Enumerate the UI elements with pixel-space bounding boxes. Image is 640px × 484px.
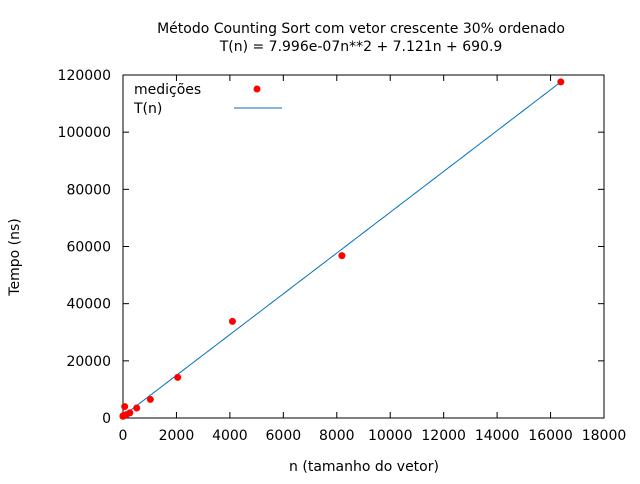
legend-label-fit: T(n) [133,101,162,117]
x-tick-label: 16000 [528,428,573,444]
y-tick-label: 0 [102,411,111,427]
legend-label-measurements: medições [134,82,201,98]
y-tick-label: 100000 [58,125,111,141]
measurement-point [121,403,129,411]
x-tick-label: 2000 [159,428,195,444]
x-tick-label: 8000 [319,428,355,444]
legend-marker-measurements [253,85,261,93]
legend: medições T(n) [133,82,282,117]
measurement-point [146,395,154,403]
x-tick-label: 0 [119,428,128,444]
plot-area: 0 2000 4000 6000 8000 10000 12000 14000 16000 180… [58,68,627,444]
x-tick-label: 10000 [368,428,413,444]
x-tick-label: 12000 [421,428,466,444]
x-axis-label: n (tamanho do vetor) [289,459,439,475]
y-tick-label: 40000 [66,297,111,313]
measurement-series [119,78,565,420]
y-tick-label: 80000 [66,182,111,198]
x-tick-label: 18000 [582,428,627,444]
y-tick-label: 120000 [58,68,111,84]
x-tick-label: 6000 [266,428,302,444]
fit-series [122,81,562,417]
x-tick-label: 4000 [212,428,248,444]
y-tick-label: 60000 [66,240,111,256]
measurement-point [133,404,141,412]
plot-border [122,74,605,419]
measurement-point [174,373,182,381]
x-tick-label: 14000 [475,428,520,444]
measurement-point [557,78,565,86]
fit-line [122,81,562,417]
measurement-point [126,409,134,417]
y-tick-label: 20000 [66,354,111,370]
chart-title: Método Counting Sort com vetor crescente… [157,21,565,37]
measurement-point [338,252,346,260]
chart-subtitle: T(n) = 7.996e-07n**2 + 7.121n + 690.9 [219,39,503,55]
measurement-point [228,317,236,325]
y-axis-label: Tempo (ns) [7,218,23,296]
